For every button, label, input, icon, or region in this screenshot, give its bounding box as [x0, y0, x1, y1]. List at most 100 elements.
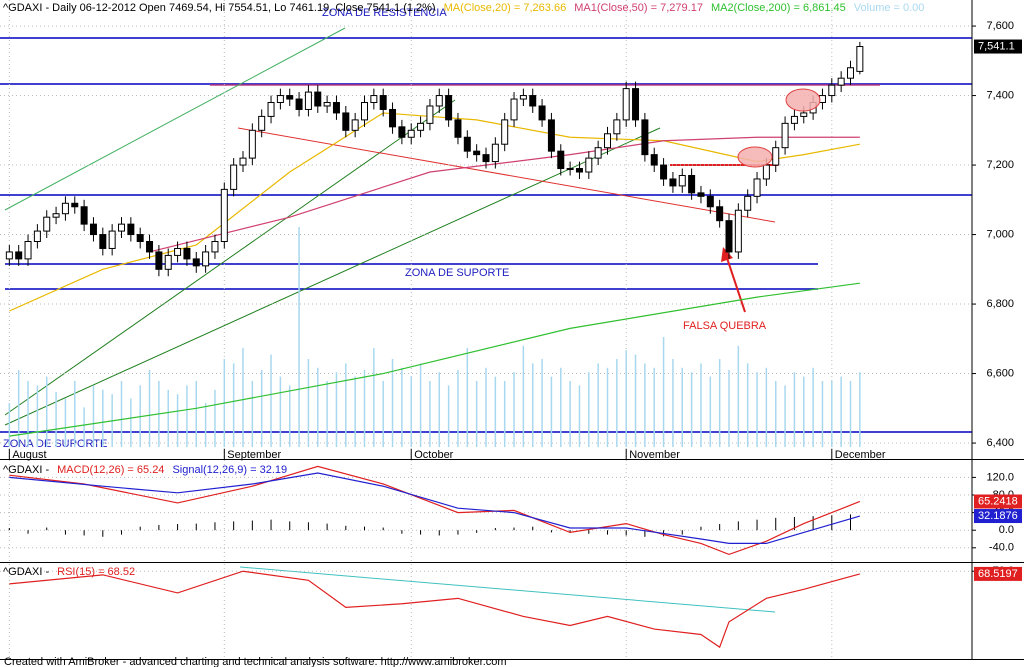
candle-body — [445, 95, 453, 121]
candle-body — [192, 258, 200, 267]
candle-body — [594, 147, 602, 159]
series-line — [9, 570, 861, 649]
last-value-label: 32.1876 — [978, 510, 1018, 522]
candle-body — [164, 254, 172, 270]
candle-body — [622, 88, 630, 121]
candle-body — [89, 223, 97, 236]
candle-body — [632, 88, 640, 121]
candle-body — [286, 95, 294, 100]
candle-body — [108, 230, 116, 249]
candle-body — [697, 192, 705, 197]
candle-body — [379, 95, 387, 110]
y-tick-label: 7,400 — [986, 89, 1014, 101]
candle-body — [557, 150, 565, 170]
candle-body — [323, 102, 331, 107]
legend-entry: MA2(Close,200) = 6,861.45 — [711, 2, 846, 14]
candle-body — [71, 202, 79, 208]
candle-body — [800, 112, 808, 117]
candle-body — [847, 67, 854, 79]
candle-body — [220, 188, 228, 243]
candle-body — [781, 122, 789, 149]
drawings — [0, 27, 972, 613]
candle-body — [5, 251, 13, 260]
legend-entry: Volume = 0.00 — [854, 2, 925, 14]
candle-body — [43, 216, 51, 232]
series-line — [149, 136, 860, 253]
candle-body — [473, 150, 481, 156]
arrow — [726, 257, 746, 313]
last-value-label: 68.5197 — [978, 568, 1018, 580]
y-tick-label: -40.0 — [989, 542, 1014, 554]
candle-body — [248, 129, 256, 159]
legend-entry: RSI(15) = 68.52 — [57, 566, 135, 578]
series-line — [9, 472, 861, 545]
candle-body — [295, 98, 303, 110]
candle-body — [613, 119, 621, 135]
candle-body — [660, 164, 668, 180]
arrow-head — [721, 247, 733, 262]
candle-body — [136, 234, 144, 243]
candle-body — [33, 230, 41, 243]
candle-body — [828, 84, 836, 97]
candle-body — [519, 95, 527, 100]
candle-body — [762, 164, 770, 180]
candle-body — [417, 122, 425, 131]
last-value-label: 65.2418 — [978, 495, 1018, 507]
series-line — [9, 465, 861, 556]
last-value-box — [974, 509, 1022, 524]
annotation: ZONA DE RESISTENCIA — [322, 7, 447, 19]
candle-body — [61, 202, 69, 215]
candle-body — [332, 102, 340, 114]
candle-body — [230, 164, 238, 190]
candle-body — [510, 98, 518, 121]
candle-body — [482, 154, 490, 163]
footer: Created with AmiBroker - advanced charti… — [4, 656, 507, 667]
candle-body — [407, 129, 415, 138]
y-tick-label: 0.0 — [999, 524, 1014, 536]
candle-body — [650, 154, 658, 166]
candle-body — [734, 209, 742, 253]
candle-body — [276, 95, 284, 104]
x-tick-label: October — [414, 449, 453, 461]
last-price-box — [974, 39, 1022, 54]
candle-body — [688, 174, 696, 194]
highlight — [737, 146, 773, 168]
legend-entry: ^GDAXI - — [3, 464, 49, 476]
candle-body — [837, 77, 845, 86]
candle-body — [604, 133, 611, 149]
x-tick-label: December — [835, 449, 886, 461]
last-price-label: 7,541.1 — [978, 40, 1015, 52]
candle-body — [585, 157, 593, 173]
legend-entry: MA1(Close,50) = 7,279.17 — [574, 2, 703, 14]
y-tick-label: 7,000 — [986, 228, 1014, 240]
candle-body — [398, 126, 406, 138]
annotation: ZONA DE SUPORTE — [3, 438, 107, 450]
candle-body — [155, 251, 163, 270]
candle-body — [725, 220, 733, 253]
candle-body — [52, 213, 60, 218]
x-tick-label: September — [227, 449, 281, 461]
trend-line — [4, 27, 346, 211]
candle-body — [856, 46, 864, 72]
y-tick-label: 7,200 — [986, 159, 1014, 171]
candle-body — [678, 174, 686, 187]
candle-body — [772, 147, 780, 166]
candle-body — [426, 105, 434, 124]
candle-body — [790, 115, 798, 124]
y-tick-label: 7,600 — [986, 20, 1014, 32]
legend-entry: ^GDAXI - — [3, 566, 49, 578]
annotation: FALSA QUEBRA — [683, 320, 767, 332]
candle-body — [267, 102, 275, 117]
y-tick-label: 6,600 — [986, 367, 1014, 379]
candle-body — [744, 195, 752, 211]
x-tick-label: November — [629, 449, 680, 461]
last-value-box — [974, 494, 1022, 509]
y-tick-label: 6,400 — [986, 437, 1014, 449]
y-tick-label: 6,800 — [986, 298, 1014, 310]
y-tick-label: 120.0 — [986, 471, 1014, 483]
candle-body — [435, 95, 443, 107]
candle-body — [202, 251, 210, 267]
trend-line — [237, 127, 776, 223]
candle-body — [669, 178, 677, 187]
